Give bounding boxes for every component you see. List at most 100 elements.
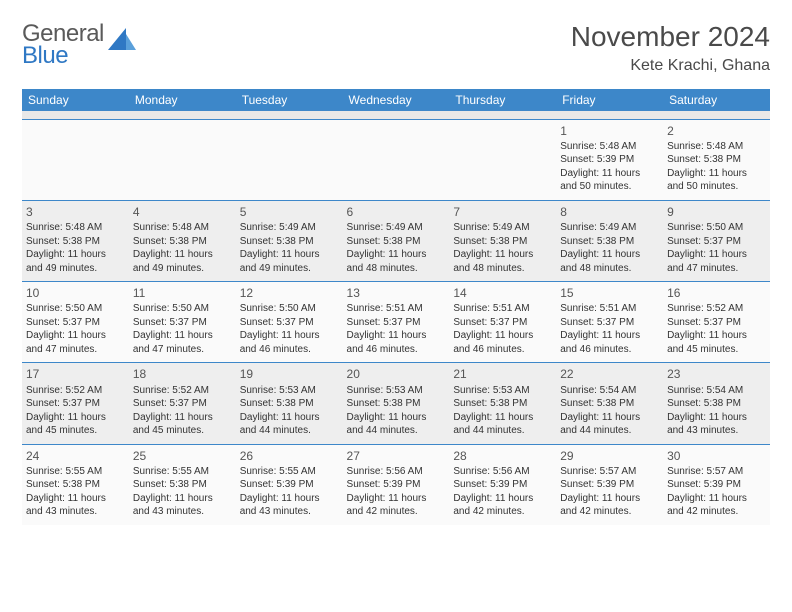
title-block: November 2024 Kete Krachi, Ghana <box>571 22 770 75</box>
day-cell: 29Sunrise: 5:57 AMSunset: 5:39 PMDayligh… <box>556 444 663 525</box>
day-number: 9 <box>667 204 766 220</box>
sunset-text: Sunset: 5:38 PM <box>240 235 339 249</box>
daylight-text-1: Daylight: 11 hours <box>667 411 766 425</box>
day-number: 8 <box>560 204 659 220</box>
logo-text: General Blue <box>22 22 104 68</box>
daylight-text-2: and 49 minutes. <box>240 262 339 276</box>
sunset-text: Sunset: 5:37 PM <box>667 235 766 249</box>
day-number: 14 <box>453 285 552 301</box>
day-number: 21 <box>453 366 552 382</box>
sunrise-text: Sunrise: 5:48 AM <box>26 221 125 235</box>
daylight-text-1: Daylight: 11 hours <box>133 411 232 425</box>
daylight-text-2: and 43 minutes. <box>667 424 766 438</box>
day-cell: 26Sunrise: 5:55 AMSunset: 5:39 PMDayligh… <box>236 444 343 525</box>
day-cell <box>236 119 343 200</box>
calendar-head: SundayMondayTuesdayWednesdayThursdayFrid… <box>22 89 770 111</box>
sunset-text: Sunset: 5:38 PM <box>133 235 232 249</box>
sunset-text: Sunset: 5:38 PM <box>240 397 339 411</box>
daylight-text-2: and 45 minutes. <box>133 424 232 438</box>
daylight-text-1: Daylight: 11 hours <box>560 411 659 425</box>
day-cell: 9Sunrise: 5:50 AMSunset: 5:37 PMDaylight… <box>663 200 770 281</box>
daylight-text-1: Daylight: 11 hours <box>667 167 766 181</box>
sunset-text: Sunset: 5:39 PM <box>453 478 552 492</box>
day-cell: 5Sunrise: 5:49 AMSunset: 5:38 PMDaylight… <box>236 200 343 281</box>
day-number: 1 <box>560 123 659 139</box>
week-row: 24Sunrise: 5:55 AMSunset: 5:38 PMDayligh… <box>22 444 770 525</box>
sunset-text: Sunset: 5:38 PM <box>26 235 125 249</box>
week-row: 1Sunrise: 5:48 AMSunset: 5:39 PMDaylight… <box>22 119 770 200</box>
sunrise-text: Sunrise: 5:52 AM <box>667 302 766 316</box>
sunrise-text: Sunrise: 5:50 AM <box>26 302 125 316</box>
daylight-text-1: Daylight: 11 hours <box>347 248 446 262</box>
sunrise-text: Sunrise: 5:50 AM <box>667 221 766 235</box>
sunrise-text: Sunrise: 5:53 AM <box>453 384 552 398</box>
daylight-text-1: Daylight: 11 hours <box>26 248 125 262</box>
day-number: 3 <box>26 204 125 220</box>
day-number: 2 <box>667 123 766 139</box>
sunrise-text: Sunrise: 5:57 AM <box>667 465 766 479</box>
day-number: 18 <box>133 366 232 382</box>
sunset-text: Sunset: 5:37 PM <box>26 316 125 330</box>
week-row: 3Sunrise: 5:48 AMSunset: 5:38 PMDaylight… <box>22 200 770 281</box>
day-number: 19 <box>240 366 339 382</box>
day-number: 22 <box>560 366 659 382</box>
sunrise-text: Sunrise: 5:57 AM <box>560 465 659 479</box>
sunrise-text: Sunrise: 5:53 AM <box>347 384 446 398</box>
daylight-text-2: and 47 minutes. <box>667 262 766 276</box>
day-number: 12 <box>240 285 339 301</box>
day-cell: 3Sunrise: 5:48 AMSunset: 5:38 PMDaylight… <box>22 200 129 281</box>
day-number: 20 <box>347 366 446 382</box>
sunset-text: Sunset: 5:38 PM <box>133 478 232 492</box>
daylight-text-1: Daylight: 11 hours <box>453 492 552 506</box>
daylight-text-2: and 48 minutes. <box>453 262 552 276</box>
daylight-text-1: Daylight: 11 hours <box>26 411 125 425</box>
sunset-text: Sunset: 5:38 PM <box>667 153 766 167</box>
sunrise-text: Sunrise: 5:56 AM <box>453 465 552 479</box>
sunrise-text: Sunrise: 5:54 AM <box>560 384 659 398</box>
daylight-text-2: and 46 minutes. <box>560 343 659 357</box>
daylight-text-2: and 48 minutes. <box>560 262 659 276</box>
day-cell: 11Sunrise: 5:50 AMSunset: 5:37 PMDayligh… <box>129 282 236 363</box>
sunrise-text: Sunrise: 5:55 AM <box>240 465 339 479</box>
daylight-text-2: and 43 minutes. <box>26 505 125 519</box>
sunset-text: Sunset: 5:37 PM <box>667 316 766 330</box>
daylight-text-1: Daylight: 11 hours <box>240 492 339 506</box>
day-number: 13 <box>347 285 446 301</box>
sunset-text: Sunset: 5:37 PM <box>133 397 232 411</box>
day-cell: 22Sunrise: 5:54 AMSunset: 5:38 PMDayligh… <box>556 363 663 444</box>
daylight-text-2: and 50 minutes. <box>560 180 659 194</box>
weekday-friday: Friday <box>556 89 663 111</box>
day-number: 26 <box>240 448 339 464</box>
day-number: 30 <box>667 448 766 464</box>
day-cell: 15Sunrise: 5:51 AMSunset: 5:37 PMDayligh… <box>556 282 663 363</box>
weekday-sunday: Sunday <box>22 89 129 111</box>
daylight-text-2: and 49 minutes. <box>133 262 232 276</box>
sunrise-text: Sunrise: 5:55 AM <box>26 465 125 479</box>
day-cell: 7Sunrise: 5:49 AMSunset: 5:38 PMDaylight… <box>449 200 556 281</box>
day-cell: 27Sunrise: 5:56 AMSunset: 5:39 PMDayligh… <box>343 444 450 525</box>
logo-word-bottom: Blue <box>22 44 104 68</box>
weekday-tuesday: Tuesday <box>236 89 343 111</box>
day-cell: 16Sunrise: 5:52 AMSunset: 5:37 PMDayligh… <box>663 282 770 363</box>
logo: General Blue <box>22 22 136 68</box>
daylight-text-1: Daylight: 11 hours <box>26 492 125 506</box>
daylight-text-2: and 43 minutes. <box>133 505 232 519</box>
day-number: 5 <box>240 204 339 220</box>
daylight-text-1: Daylight: 11 hours <box>347 411 446 425</box>
sunset-text: Sunset: 5:38 PM <box>453 235 552 249</box>
logo-triangle-icon <box>108 28 136 50</box>
day-number: 15 <box>560 285 659 301</box>
week-row: 10Sunrise: 5:50 AMSunset: 5:37 PMDayligh… <box>22 282 770 363</box>
day-number: 23 <box>667 366 766 382</box>
day-number: 4 <box>133 204 232 220</box>
sunset-text: Sunset: 5:38 PM <box>26 478 125 492</box>
sunrise-text: Sunrise: 5:49 AM <box>560 221 659 235</box>
sunrise-text: Sunrise: 5:56 AM <box>347 465 446 479</box>
daylight-text-1: Daylight: 11 hours <box>667 329 766 343</box>
day-cell: 24Sunrise: 5:55 AMSunset: 5:38 PMDayligh… <box>22 444 129 525</box>
daylight-text-2: and 43 minutes. <box>240 505 339 519</box>
day-number: 7 <box>453 204 552 220</box>
daylight-text-1: Daylight: 11 hours <box>667 492 766 506</box>
daylight-text-1: Daylight: 11 hours <box>347 492 446 506</box>
daylight-text-1: Daylight: 11 hours <box>453 411 552 425</box>
